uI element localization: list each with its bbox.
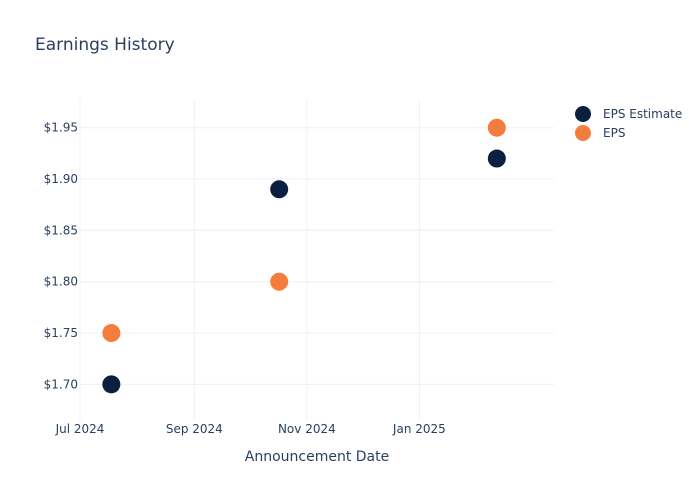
legend-marker (575, 106, 591, 122)
grid (79, 100, 554, 420)
y-tick-label: $1.75 (44, 326, 78, 340)
x-tick-label: Sep 2024 (166, 422, 223, 436)
eps-estimate-point[interactable] (102, 375, 121, 394)
legend-marker (575, 125, 591, 141)
y-tick-label: $1.80 (44, 275, 78, 289)
eps-point[interactable] (102, 324, 121, 343)
x-tick-label: Jan 2025 (392, 422, 446, 436)
eps-point[interactable] (270, 272, 289, 291)
legend-label: EPS Estimate (603, 107, 682, 121)
y-tick-label: $1.85 (44, 223, 78, 237)
y-axis-ticks: $1.70 $1.75 $1.80 $1.85 $1.90 $1.95 (44, 121, 78, 392)
x-axis-ticks: Jul 2024 Sep 2024 Nov 2024 Jan 2025 (55, 422, 446, 436)
y-tick-label: $1.70 (44, 377, 78, 391)
legend-label: EPS (603, 126, 625, 140)
y-tick-label: $1.95 (44, 121, 78, 135)
data-points (102, 118, 506, 394)
eps-point[interactable] (487, 118, 506, 137)
eps-estimate-point[interactable] (487, 149, 506, 168)
y-tick-label: $1.90 (44, 172, 78, 186)
x-axis-title: Announcement Date (245, 449, 389, 465)
x-tick-label: Nov 2024 (278, 422, 336, 436)
chart-title: Earnings History (35, 35, 175, 55)
eps-estimate-point[interactable] (270, 180, 289, 199)
x-tick-label: Jul 2024 (55, 422, 105, 436)
legend[interactable]: EPS Estimate EPS (575, 106, 682, 141)
